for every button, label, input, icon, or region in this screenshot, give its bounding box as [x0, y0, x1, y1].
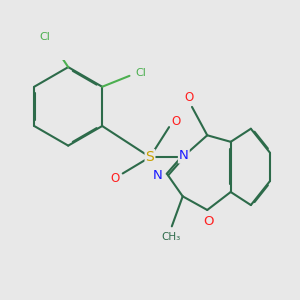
Text: S: S	[146, 150, 154, 164]
Text: N: N	[153, 169, 163, 182]
Text: Cl: Cl	[135, 68, 146, 78]
Text: O: O	[110, 172, 119, 185]
Text: Cl: Cl	[40, 32, 51, 42]
Text: O: O	[184, 91, 194, 103]
Text: O: O	[204, 215, 214, 229]
Text: N: N	[179, 149, 189, 163]
Text: O: O	[171, 115, 180, 128]
Text: CH₃: CH₃	[161, 232, 180, 242]
